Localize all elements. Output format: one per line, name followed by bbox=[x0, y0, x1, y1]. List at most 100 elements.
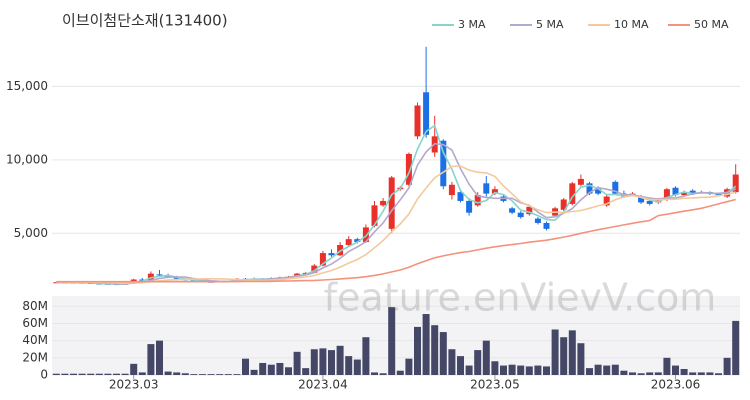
volume-bar bbox=[61, 373, 69, 375]
volume-bar bbox=[431, 325, 439, 375]
volume-bar bbox=[680, 368, 688, 375]
volume-bar bbox=[525, 366, 533, 375]
volume-bar bbox=[293, 351, 301, 375]
candle-body bbox=[405, 153, 412, 185]
candle-body bbox=[380, 200, 387, 206]
volume-bar bbox=[113, 373, 120, 375]
volume-bar bbox=[250, 369, 258, 375]
candle-body bbox=[655, 199, 662, 203]
y-tick-label: 40M bbox=[22, 333, 48, 347]
volume-bar bbox=[379, 373, 387, 375]
volume-bar bbox=[336, 345, 344, 375]
volume-bar bbox=[543, 366, 550, 375]
volume-bar bbox=[560, 337, 568, 375]
y-tick-label: 0 bbox=[40, 368, 48, 382]
ma-line bbox=[56, 124, 737, 285]
volume-bar bbox=[87, 373, 95, 375]
volume-bar bbox=[199, 374, 206, 375]
chart-title: 이브이첨단소재(131400) bbox=[62, 12, 228, 30]
volume-bar bbox=[646, 372, 654, 375]
volume-bar bbox=[474, 350, 482, 375]
candle-body bbox=[681, 192, 688, 196]
volume-bar bbox=[517, 365, 525, 375]
y-tick-label: 60M bbox=[22, 316, 48, 330]
candle-body bbox=[560, 199, 567, 210]
candle-body bbox=[354, 239, 361, 243]
volume-bar bbox=[637, 373, 645, 375]
y-tick-label: 20M bbox=[22, 350, 48, 364]
volume-bar bbox=[233, 374, 241, 375]
volume-bar bbox=[405, 358, 413, 375]
y-tick-label: 10,000 bbox=[6, 152, 48, 166]
volume-bar bbox=[302, 368, 310, 375]
volume-bar bbox=[706, 372, 714, 375]
candle-body bbox=[139, 279, 146, 281]
candle-body bbox=[173, 277, 180, 279]
ma-line bbox=[56, 198, 736, 283]
candle-body bbox=[732, 174, 739, 193]
candle-body bbox=[440, 140, 447, 187]
volume-bar bbox=[482, 340, 490, 375]
watermark: feature.enVievV.com bbox=[324, 276, 717, 320]
volume-bar bbox=[594, 364, 602, 375]
candle-body bbox=[337, 245, 344, 256]
legend-label: 10 MA bbox=[614, 18, 649, 31]
volume-bar bbox=[491, 361, 499, 375]
candle-body bbox=[577, 178, 584, 185]
volume-bar bbox=[715, 373, 722, 375]
candle-body bbox=[663, 189, 670, 200]
candle-body bbox=[543, 222, 550, 229]
candle-body bbox=[526, 206, 533, 215]
volume-bar bbox=[577, 343, 585, 375]
volume-bar bbox=[362, 337, 370, 375]
y-tick-label: 80M bbox=[22, 299, 48, 313]
volume-bar bbox=[663, 357, 671, 375]
volume-bar bbox=[620, 370, 628, 375]
volume-bar bbox=[190, 374, 198, 375]
volume-bar bbox=[654, 372, 662, 375]
candle-body bbox=[448, 184, 455, 196]
volume-bar bbox=[224, 374, 232, 375]
volume-bar bbox=[439, 332, 447, 375]
volume-panel bbox=[52, 296, 740, 375]
candle-body bbox=[319, 253, 326, 266]
legend-label: 50 MA bbox=[694, 18, 729, 31]
candle-body bbox=[466, 200, 473, 213]
volume-bar bbox=[672, 365, 679, 375]
candle-body bbox=[156, 274, 163, 276]
candle-body bbox=[302, 272, 309, 274]
volume-bar bbox=[603, 365, 611, 375]
y-tick-label: 15,000 bbox=[6, 79, 48, 93]
volume-bar bbox=[448, 349, 456, 375]
volume-bar bbox=[310, 349, 318, 375]
volume-bar bbox=[500, 365, 507, 375]
candle-body bbox=[362, 227, 369, 243]
volume-bar bbox=[259, 362, 267, 375]
volume-bar bbox=[353, 359, 361, 375]
volume-bar bbox=[629, 372, 636, 375]
candle-body bbox=[672, 187, 679, 196]
candle-body bbox=[612, 181, 619, 194]
ma-line bbox=[56, 142, 737, 285]
candle-body bbox=[345, 239, 352, 246]
candle-body bbox=[388, 177, 395, 229]
volume-bar bbox=[388, 307, 396, 375]
volume-bar bbox=[138, 372, 146, 375]
candle-body bbox=[414, 105, 421, 137]
volume-bar bbox=[457, 356, 464, 375]
legend-label: 3 MA bbox=[458, 18, 486, 31]
volume-bar bbox=[95, 373, 103, 375]
volume-bar bbox=[173, 372, 181, 375]
volume-bar bbox=[689, 372, 697, 375]
candle-body bbox=[509, 208, 516, 213]
volume-bar bbox=[276, 362, 284, 375]
candle-body bbox=[457, 192, 464, 201]
volume-bar bbox=[465, 365, 473, 375]
volume-bar bbox=[130, 363, 138, 375]
volume-bar bbox=[422, 314, 430, 375]
volume-bar bbox=[70, 373, 77, 375]
volume-bar bbox=[207, 374, 215, 375]
volume-bar bbox=[568, 330, 576, 375]
candle-body bbox=[311, 265, 318, 273]
